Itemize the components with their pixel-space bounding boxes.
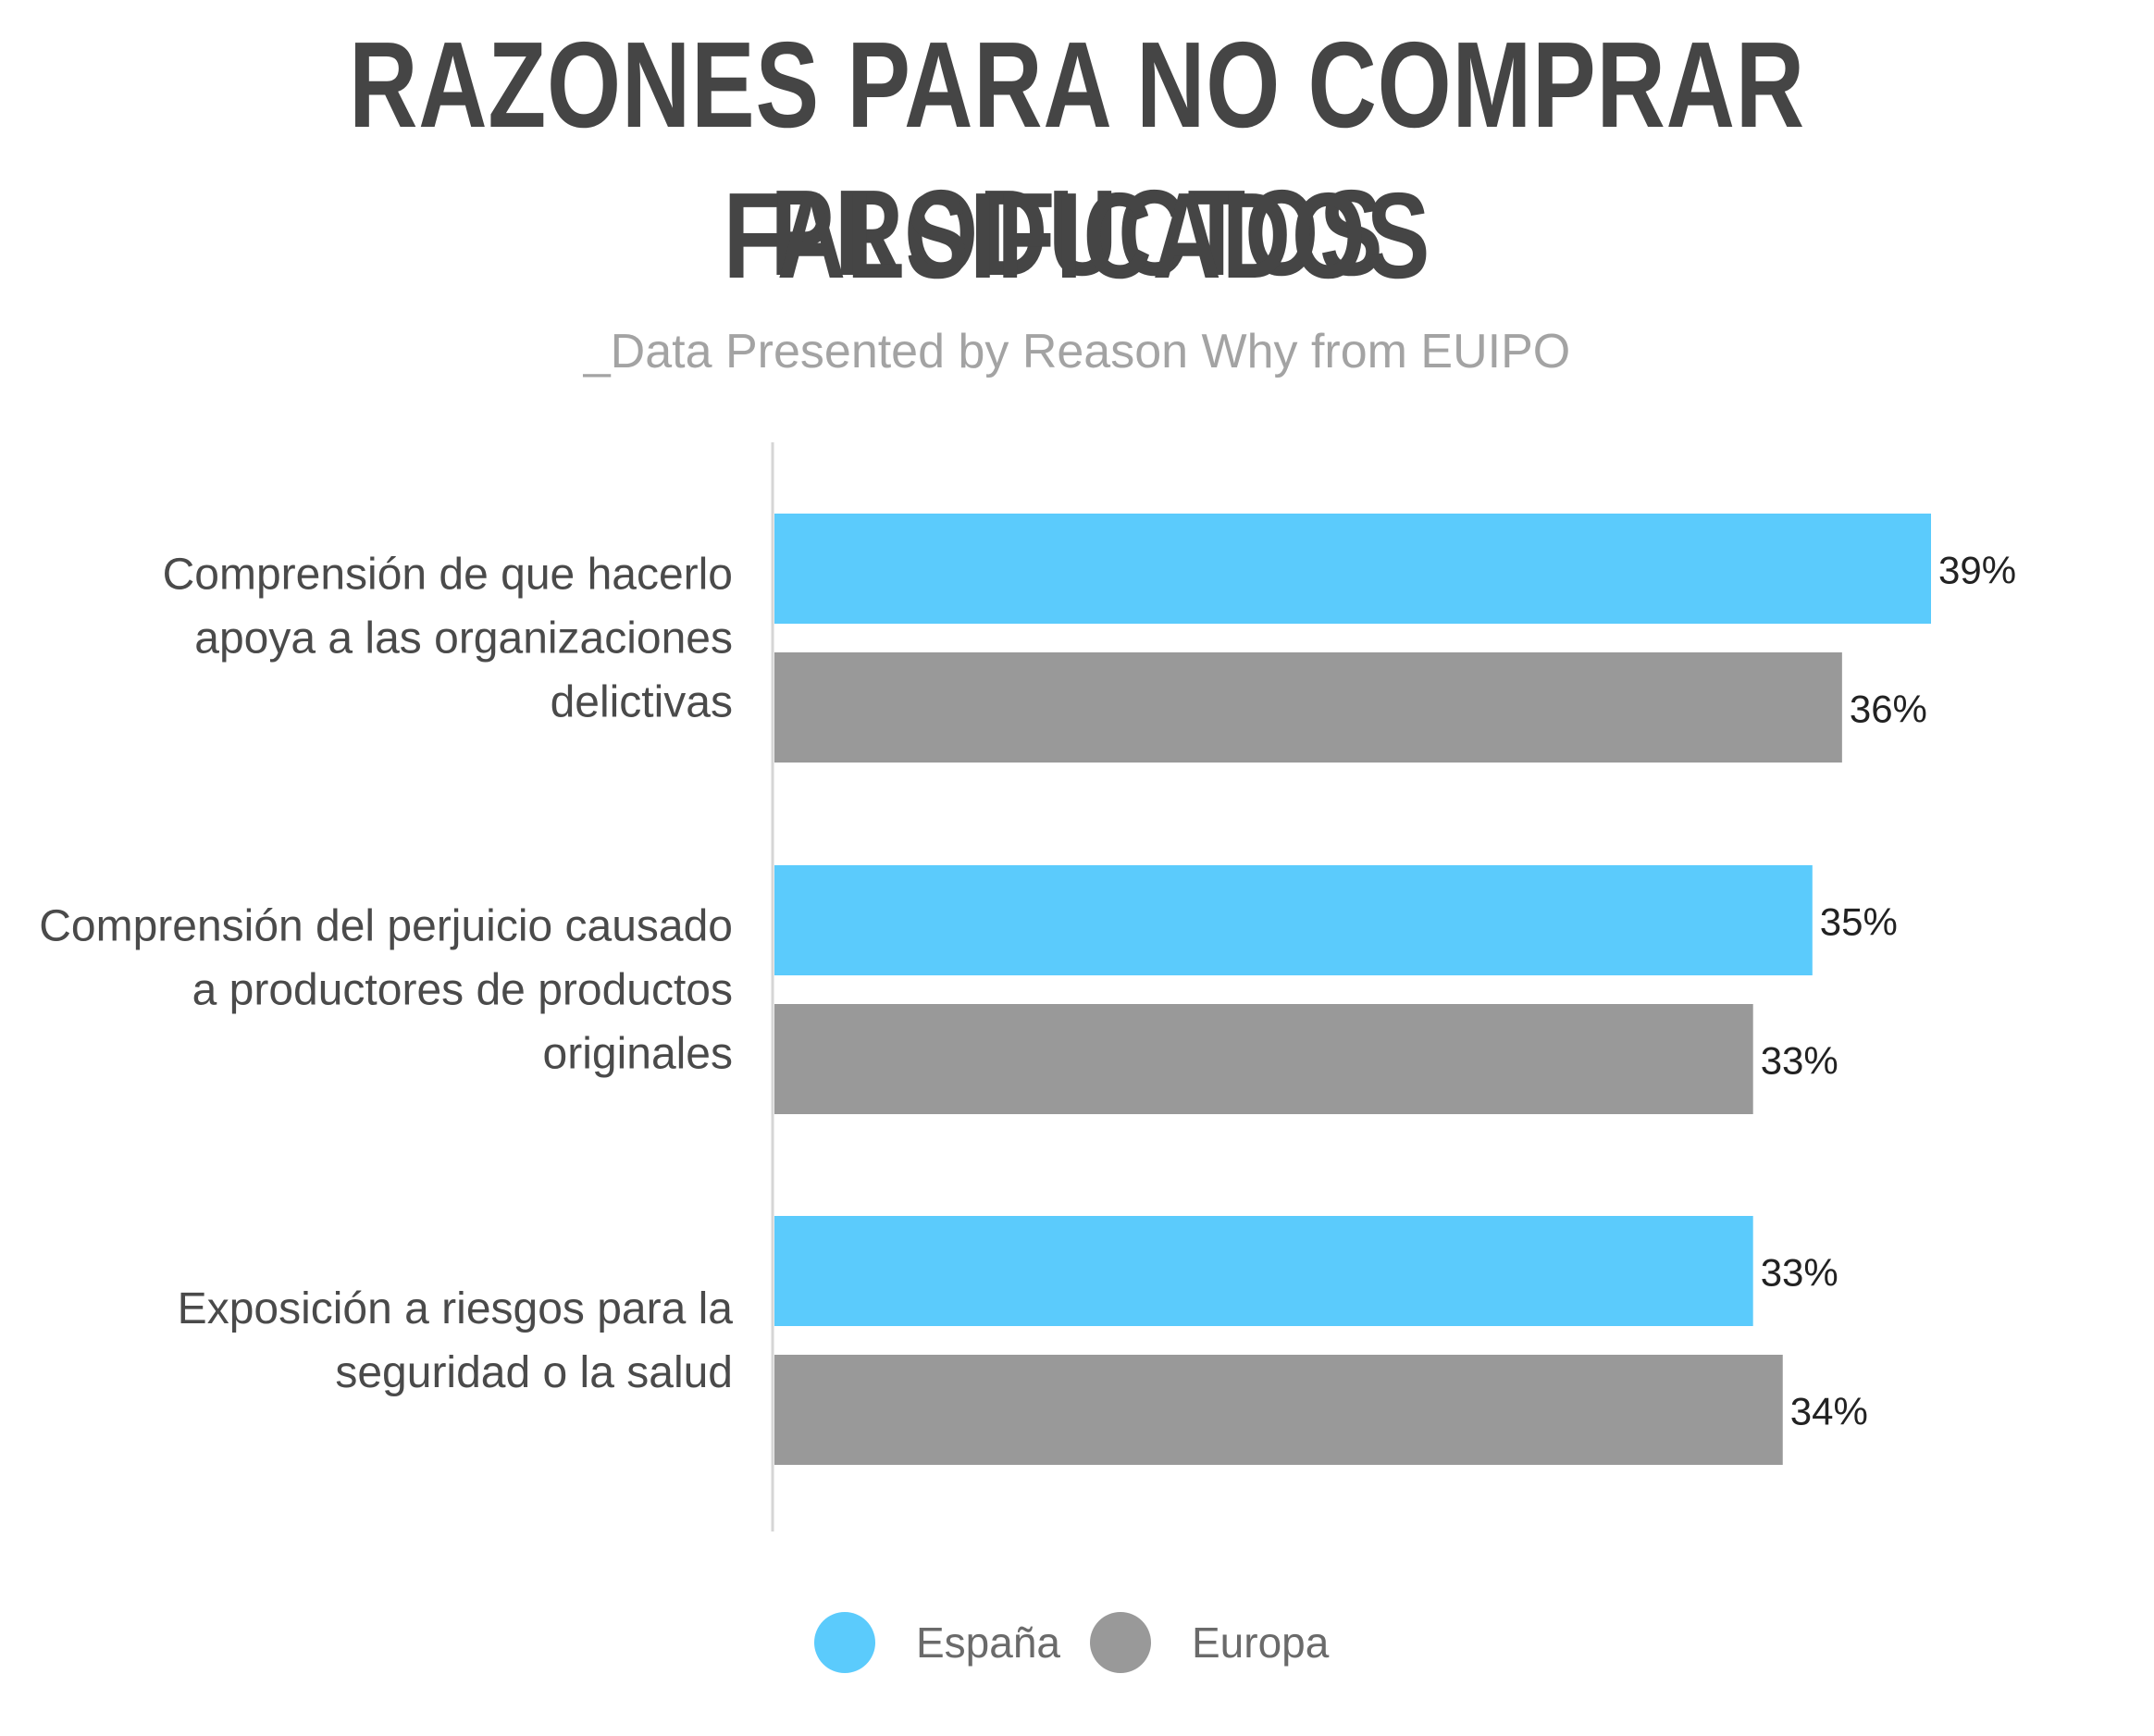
legend-item-europa: Europa	[1090, 1610, 1329, 1675]
data-label: 39%	[1938, 549, 2016, 592]
data-label: 33%	[1761, 1039, 1838, 1083]
legend-swatch-europa	[1090, 1612, 1151, 1673]
chart-title-line1: RAZONES PARA NO COMPRAR PRODUCTOS	[349, 17, 1805, 301]
chart-legend: España Europa	[0, 1610, 2154, 1684]
bar-europa	[774, 1355, 1783, 1465]
category-label-line: Comprensión del perjuicio causado	[39, 902, 733, 951]
bar-espana	[774, 514, 1931, 624]
chart-subtitle: _Data Presented by Reason Why from EUIPO	[583, 325, 1571, 378]
category-label-line: a productores de productos	[192, 966, 733, 1015]
category-label-line: apoya a las organizaciones	[194, 614, 733, 663]
category-label: Comprensión de que hacerlo apoya a las or…	[163, 551, 733, 727]
bar-espana	[774, 1216, 1753, 1326]
data-label: 33%	[1761, 1251, 1838, 1295]
data-label: 34%	[1790, 1390, 1868, 1433]
data-label: 36%	[1850, 688, 1927, 731]
legend-item-espana: España	[814, 1610, 1060, 1675]
category-label-line: Comprensión de que hacerlo	[163, 551, 733, 600]
legend-label-espana: España	[916, 1618, 1061, 1667]
category-label: Comprensión del perjuicio causado a produ…	[39, 902, 733, 1079]
bar-europa	[774, 1004, 1753, 1114]
bar-espana	[774, 865, 1813, 975]
data-label: 35%	[1820, 900, 1898, 944]
legend-label-europa: Europa	[1192, 1618, 1330, 1667]
category-label-line: seguridad o la salud	[335, 1348, 733, 1397]
bar-europa	[774, 652, 1842, 763]
category-label: Exposición a riesgos para la seguridad o …	[178, 1284, 734, 1397]
legend-swatch-espana	[814, 1612, 875, 1673]
category-label-line: originales	[543, 1030, 733, 1079]
chart-title-line2: FALSIFICADOS	[723, 167, 1431, 304]
category-label-line: Exposición a riesgos para la	[178, 1284, 734, 1333]
category-label-line: delictivas	[551, 678, 733, 727]
